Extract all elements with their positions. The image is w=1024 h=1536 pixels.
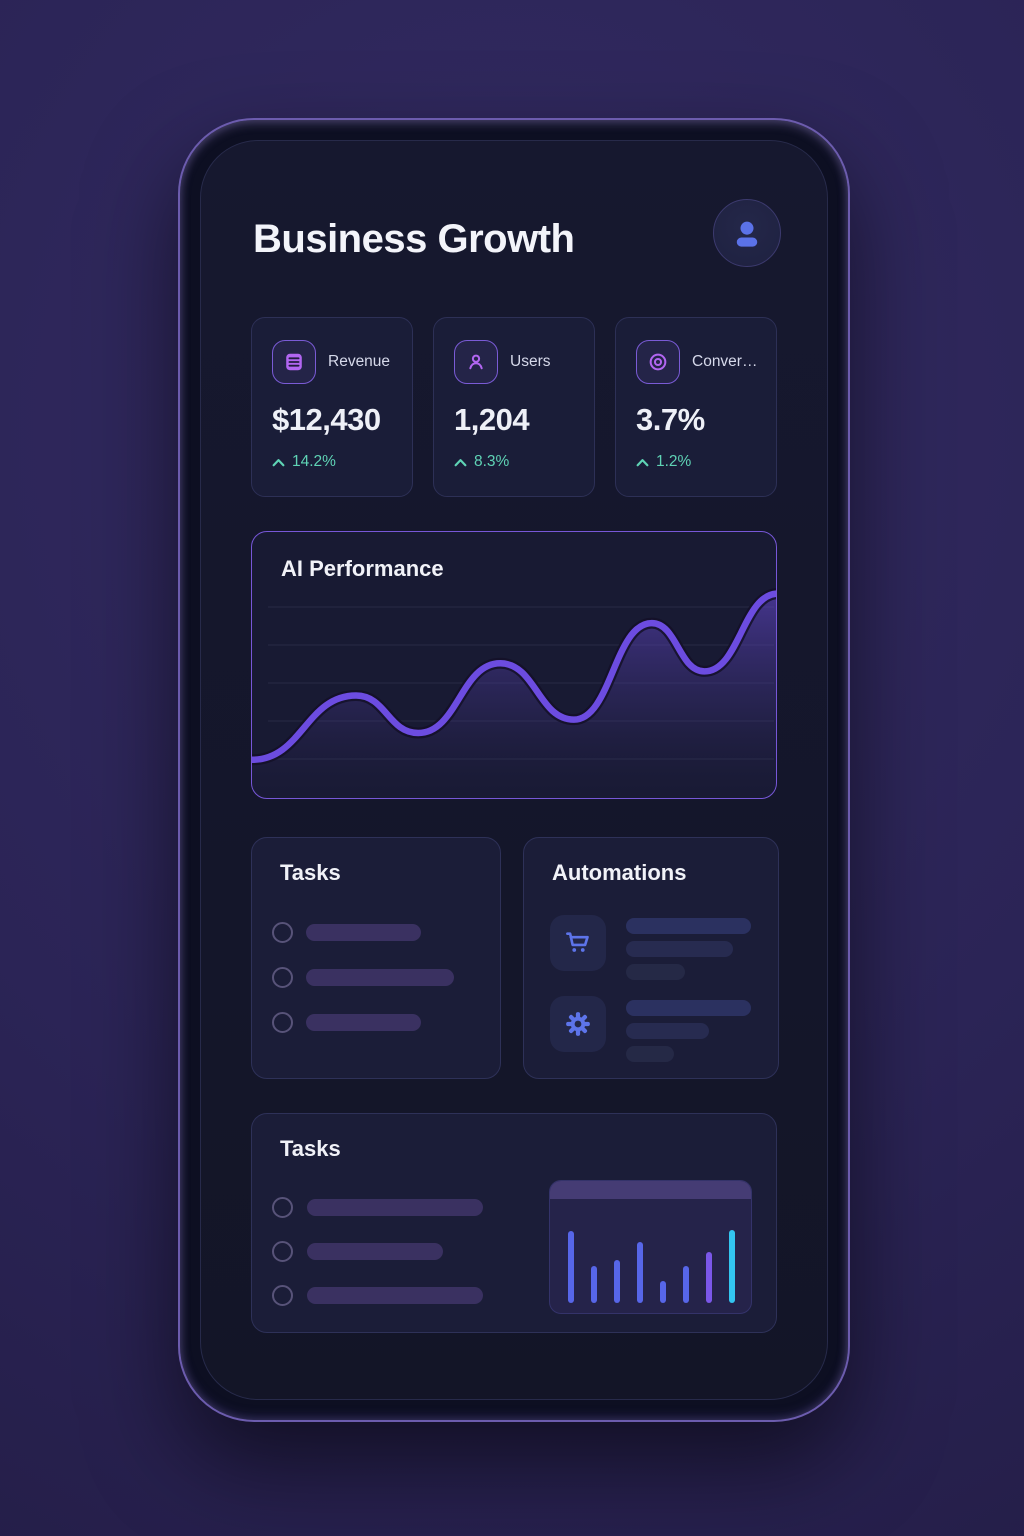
mini-bar-chart [568, 1207, 735, 1303]
stat-delta-value: 14.2% [292, 453, 336, 470]
stat-label: Revenue [328, 353, 391, 370]
phone-frame: Business Growth [178, 118, 850, 1422]
automation-text-placeholder [626, 1023, 709, 1039]
stat-card-conversion[interactable]: Convers... 3.7% 1.2% [615, 317, 777, 497]
automations-title: Automations [552, 860, 687, 885]
mini-bar [637, 1242, 643, 1303]
task-checkbox[interactable] [272, 1241, 293, 1262]
stat-label: Users [510, 353, 551, 370]
task-checkbox[interactable] [272, 1197, 293, 1218]
stat-label: Convers... [692, 353, 762, 370]
gear-icon [566, 1012, 590, 1036]
task-text-placeholder [307, 1243, 443, 1260]
stat-value: $12,430 [272, 402, 381, 437]
users-icon-badge [454, 340, 498, 384]
task-checkbox[interactable] [272, 1012, 293, 1033]
chevron-up-icon [636, 458, 649, 466]
stat-delta-value: 1.2% [656, 453, 692, 470]
task-checkbox[interactable] [272, 1285, 293, 1306]
mini-bar [706, 1252, 712, 1303]
task-checkbox[interactable] [272, 967, 293, 988]
task-checkbox[interactable] [272, 922, 293, 943]
chevron-up-icon [454, 458, 467, 466]
conversion-icon-badge [636, 340, 680, 384]
stat-delta-value: 8.3% [474, 453, 510, 470]
mini-chart-header-strip [550, 1181, 751, 1199]
app-screen: Business Growth [200, 140, 828, 1400]
stats-row: Revenue $12,430 14.2% [251, 317, 777, 497]
revenue-icon-badge [272, 340, 316, 384]
mini-bar [729, 1230, 735, 1303]
automation-tile-gear[interactable] [550, 996, 606, 1052]
shopping-cart-icon [566, 932, 589, 952]
mini-bar [591, 1266, 597, 1303]
mini-bar-chart-card [549, 1180, 752, 1314]
task-text-placeholder [306, 969, 454, 986]
mini-bar [568, 1231, 574, 1303]
mini-bar [614, 1260, 620, 1303]
stat-value: 3.7% [636, 402, 705, 437]
stat-card-users[interactable]: Users 1,204 8.3% [433, 317, 595, 497]
task-text-placeholder [306, 924, 421, 941]
target-icon [649, 353, 667, 371]
task-text-placeholder [307, 1199, 483, 1216]
automation-text-placeholder [626, 941, 733, 957]
tasks-title: Tasks [280, 860, 341, 885]
automation-tile-cart[interactable] [550, 915, 606, 971]
task-text-placeholder [306, 1014, 421, 1031]
automation-text-placeholder [626, 1046, 674, 1062]
mini-bar [660, 1281, 666, 1303]
page-title: Business Growth [253, 217, 575, 261]
stat-card-revenue[interactable]: Revenue $12,430 14.2% [251, 317, 413, 497]
performance-area-chart [252, 588, 776, 798]
mini-bar [683, 1266, 689, 1303]
automation-text-placeholder [626, 918, 751, 934]
tasks-panel: Tasks [251, 837, 501, 1079]
bottom-tasks-panel: Tasks [251, 1113, 777, 1333]
ai-performance-title: AI Performance [281, 556, 444, 581]
ai-performance-card: AI Performance [251, 531, 777, 799]
avatar[interactable] [713, 199, 781, 267]
bottom-tasks-title: Tasks [280, 1136, 341, 1161]
document-lines-icon [286, 353, 302, 371]
task-text-placeholder [307, 1287, 483, 1304]
user-icon [469, 354, 483, 370]
automations-panel: Automations [523, 837, 779, 1079]
user-icon [736, 221, 758, 247]
stat-value: 1,204 [454, 402, 530, 437]
automation-text-placeholder [626, 964, 685, 980]
chevron-up-icon [272, 458, 285, 466]
automation-text-placeholder [626, 1000, 751, 1016]
